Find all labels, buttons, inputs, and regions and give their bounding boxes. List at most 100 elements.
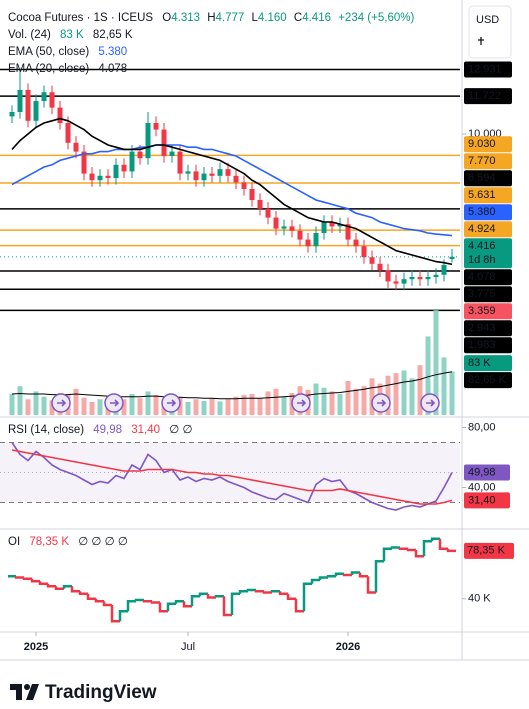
candle-body: [353, 239, 359, 247]
axis-price-box: [464, 238, 512, 269]
axis-value-label: 78,35 K: [467, 545, 506, 557]
oi-step: [270, 590, 280, 593]
candle-body: [433, 274, 439, 277]
volume-bar: [33, 391, 39, 415]
symbol-legend[interactable]: Cocoa Futures · 1S · ICEUS O4.313 H4.777…: [8, 12, 414, 24]
legend-value: 4.078: [98, 63, 127, 75]
axis-price-label: 11.722: [468, 90, 501, 102]
candle-body: [305, 239, 311, 247]
candle-body: [201, 173, 207, 181]
volume-bar: [9, 394, 15, 415]
ohlc-value: 4.416: [302, 12, 331, 24]
event-icon[interactable]: [161, 393, 181, 413]
candle-body: [153, 123, 159, 130]
volume-bar: [233, 396, 239, 415]
oi-step: [262, 591, 272, 594]
oi-step: [30, 578, 40, 583]
volume-bar: [145, 391, 151, 415]
rsi-legend[interactable]: RSI (14, close) 49,98 31,40 ∅ ∅: [8, 424, 192, 436]
volume-bar: [401, 370, 407, 415]
volume-legend[interactable]: Vol. (24) 83 K 82,65 K: [8, 29, 133, 41]
plot-area: [0, 68, 460, 623]
event-icon[interactable]: [291, 393, 311, 413]
axis-value-box: [464, 492, 510, 509]
candle-body: [193, 171, 199, 181]
logo-text: TradingView: [45, 682, 157, 703]
x-tick-label: Jul: [181, 641, 195, 653]
candle-body: [449, 256, 455, 260]
candle-body: [169, 151, 175, 156]
volume-bar: [153, 395, 159, 415]
volume-bar: [257, 398, 263, 415]
oi-step: [382, 547, 392, 562]
oi-step: [350, 571, 360, 575]
axis-value-label: 49,98: [468, 466, 496, 478]
legend-title: EMA (20, close): [8, 63, 89, 75]
candle-body: [369, 257, 375, 264]
candle-body: [417, 277, 423, 280]
oi-step: [78, 591, 88, 595]
volume-bar: [193, 399, 199, 415]
oi-step: [334, 572, 344, 577]
candle-body: [337, 224, 343, 227]
oi-step: [206, 593, 216, 599]
legend-value: ∅ ∅ ∅ ∅: [78, 536, 128, 548]
oi-step: [110, 605, 120, 623]
candle-body: [177, 151, 183, 174]
axis-price-label: 4.078: [468, 271, 496, 283]
y-tick-label: 40,00: [468, 481, 496, 493]
legend-title: RSI (14, close): [8, 424, 84, 436]
oi-step: [318, 576, 328, 580]
event-icon[interactable]: [104, 393, 124, 413]
candle-body: [113, 164, 119, 178]
oi-step: [430, 537, 440, 542]
candle-body: [393, 281, 399, 284]
logo-mark: [26, 684, 39, 700]
oi-step: [374, 560, 384, 593]
oi-step: [222, 596, 232, 617]
oi-step: [174, 600, 184, 604]
rsi-line: [11, 442, 453, 511]
volume-bar: [409, 378, 415, 415]
oi-step: [198, 592, 208, 597]
volume-bar: [425, 336, 431, 415]
x-tick-label: 2026: [336, 641, 360, 653]
ema20-legend[interactable]: EMA (20, close) 4.078: [8, 63, 127, 75]
ohlc-key: L: [252, 12, 259, 24]
oi-step: [62, 585, 72, 589]
event-icon[interactable]: [51, 393, 71, 413]
logo[interactable]: TradingView: [10, 682, 157, 703]
candle-body: [409, 277, 415, 280]
currency-box[interactable]: [468, 5, 512, 59]
volume-bar: [89, 401, 95, 415]
candle-body: [41, 92, 47, 101]
oi-step: [286, 593, 296, 600]
oi-step: [278, 591, 288, 595]
candle-body: [89, 173, 95, 181]
oi-step: [142, 600, 152, 603]
axis-price-box: [464, 372, 512, 389]
axis-price-label: 3.359: [468, 305, 496, 317]
oi-step: [438, 538, 448, 550]
candle-body: [249, 189, 255, 200]
event-icon[interactable]: [371, 393, 391, 413]
oi-step: [22, 577, 32, 580]
ema50-legend[interactable]: EMA (50, close) 5.380: [8, 46, 127, 58]
volume-bar: [345, 380, 351, 415]
candle-body: [425, 277, 431, 280]
volume-bar: [201, 400, 207, 415]
oi-step: [150, 601, 160, 604]
axis-price-box: [464, 136, 512, 153]
candle-body: [289, 226, 295, 231]
legend-value: 78,35 K: [29, 536, 69, 548]
event-icon[interactable]: [420, 393, 440, 413]
oi-legend[interactable]: OI 78,35 K ∅ ∅ ∅ ∅: [8, 536, 128, 548]
oi-step: [406, 548, 416, 552]
candle-body: [329, 222, 335, 227]
oi-step: [366, 576, 376, 594]
oi-step: [54, 586, 64, 590]
legend-title: OI: [8, 536, 20, 548]
ohlc-key: C: [294, 12, 302, 24]
volume-bar: [329, 391, 335, 415]
legend-value: 83 K: [60, 29, 84, 41]
